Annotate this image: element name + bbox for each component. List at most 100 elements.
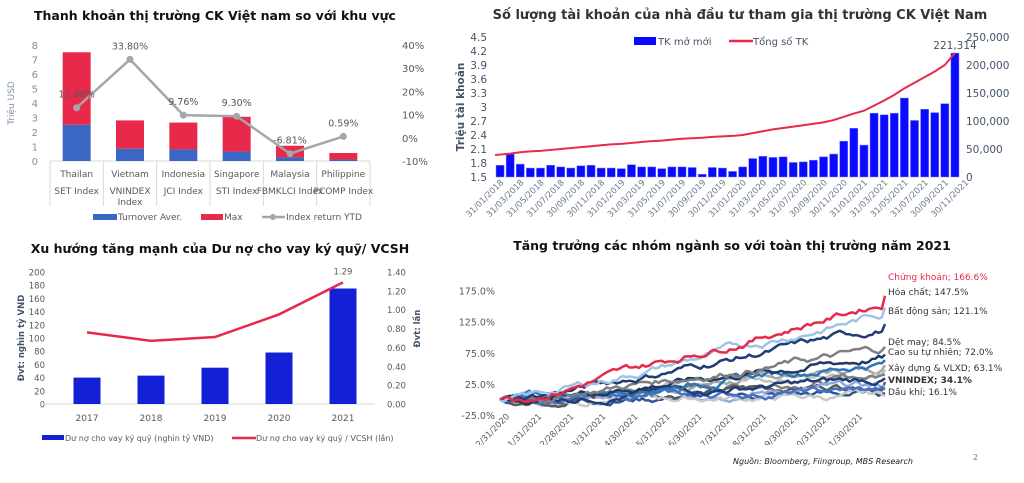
bar-new-accounts: [920, 108, 929, 178]
bar-new-accounts: [515, 163, 525, 178]
x-tick-label: 2020: [268, 414, 291, 424]
bar-new-accounts: [667, 166, 677, 178]
x-tick-country: Malaysia: [270, 170, 309, 180]
bar-max: [169, 122, 198, 150]
x-tick-index: STI Index: [216, 187, 258, 197]
bar-new-accounts: [697, 173, 707, 178]
y-tick-label: 3: [32, 114, 38, 125]
page-number: 2: [973, 453, 979, 462]
index-return-point: [286, 150, 294, 158]
bar-new-accounts: [586, 164, 596, 178]
sectors-chart-panel: Tăng trưởng các nhóm ngành so với toàn t…: [440, 230, 1024, 445]
bar-margin-loans: [137, 375, 165, 404]
legend-label-total-accounts: Tổng số TK: [752, 35, 809, 48]
y-tick-label: 4: [32, 99, 38, 110]
legend-swatch-index-return-dot: [270, 214, 276, 220]
bar-new-accounts: [536, 167, 545, 178]
x-tick-index: JCI Index: [163, 187, 204, 197]
index-return-label: 9.76%: [168, 97, 198, 108]
bar-new-accounts: [889, 112, 899, 178]
y-tick-label: 2.1: [470, 144, 487, 156]
y2-tick-label: 30%: [402, 64, 424, 75]
y-tick-label: 180: [29, 282, 45, 292]
x-tick-country: Indonesia: [162, 170, 206, 180]
bar-new-accounts: [809, 159, 818, 178]
bar-margin-loans: [201, 367, 229, 404]
index-return-point: [233, 112, 241, 120]
index-return-line: [75, 57, 344, 155]
bar-new-accounts: [647, 166, 656, 178]
x-tick-label: 6/30/2021: [667, 412, 705, 445]
bar-new-accounts: [546, 164, 555, 178]
bar-new-accounts: [819, 156, 828, 178]
x-tick-label: 2018: [140, 414, 163, 424]
y2-tick-label: 150,000: [966, 88, 1009, 100]
bar-turnover-aver: [276, 157, 304, 161]
bar-new-accounts: [617, 168, 626, 178]
sectors-chart: -25.0%25.0%75.0%125.0%175.0%12/31/20201/…: [459, 273, 1003, 445]
y-tick-label: 175.0%: [459, 287, 495, 298]
legend-label-margin-loans: Dư nợ cho vay ký quỹ (nghìn tỷ VND): [65, 434, 213, 443]
bar-new-accounts: [788, 162, 798, 178]
legend-label-new-accounts: TK mở mới: [657, 36, 712, 48]
bar-new-accounts: [637, 166, 646, 178]
y2-tick-label: 0.20: [387, 382, 406, 392]
bar-new-accounts: [879, 114, 889, 178]
liquidity-chart-panel: Thanh khoản thị trường CK Việt nam so vớ…: [0, 0, 430, 230]
y2-tick-label: 20%: [402, 87, 424, 98]
bar-new-accounts: [859, 144, 869, 178]
x-tick-label: 9/30/2021: [763, 412, 801, 445]
sector-end-label: Bất động sản; 121.1%: [888, 306, 988, 317]
y-tick-label: 80: [34, 348, 45, 358]
bar-max: [62, 52, 91, 125]
bar-max: [329, 153, 358, 160]
y2-tick-label: 200,000: [966, 60, 1009, 72]
y-tick-label: 20: [34, 387, 45, 397]
bar-new-accounts: [900, 97, 909, 178]
sectors-chart-title: Tăng trưởng các nhóm ngành so với toàn t…: [513, 238, 951, 253]
bar-new-accounts: [708, 167, 717, 178]
bar-turnover-aver: [116, 148, 144, 161]
sector-end-label: Hóa chất; 147.5%: [888, 287, 969, 298]
y2-tick-label: 1.00: [387, 306, 406, 316]
index-return-label: 12.96%: [59, 90, 95, 101]
y-axis-label: Triệu tài khoản: [455, 63, 467, 152]
bar-new-accounts: [778, 156, 788, 178]
margin-chart-panel: Xu hướng tăng mạnh của Dư nợ cho vay ký …: [0, 230, 440, 450]
y2-tick-label: 0%: [402, 134, 418, 145]
bar-margin-loans: [329, 288, 357, 404]
legend-label-margin-ratio: Dư nợ cho vay ký quỹ / VCSH (lần): [256, 433, 394, 443]
bar-new-accounts: [576, 165, 586, 178]
y2-tick-label: 0.40: [387, 363, 406, 373]
legend-swatch-new-accounts: [634, 37, 656, 45]
bar-turnover-aver: [62, 124, 91, 161]
x-tick-label: 2019: [204, 414, 227, 424]
bar-new-accounts: [829, 153, 838, 178]
x-tick-label: 2021: [332, 414, 355, 424]
legend-swatch-margin-loans: [42, 435, 64, 440]
y2-tick-label: 50,000: [966, 144, 1003, 156]
bar-new-accounts: [748, 158, 758, 178]
sector-end-label: VNINDEX; 34.1%: [888, 376, 972, 386]
y2-tick-label: 40%: [402, 41, 424, 52]
bar-new-accounts: [758, 156, 768, 178]
bar-new-accounts: [657, 168, 667, 178]
bar-new-accounts: [728, 171, 737, 178]
sector-end-label: Chứng khoán; 166.6%: [888, 273, 988, 283]
y-tick-label: 2.7: [470, 116, 487, 128]
y2-tick-label: 10%: [402, 111, 424, 122]
sector-end-label: Dầu khí; 16.1%: [888, 387, 957, 398]
y-tick-label: -25.0%: [461, 411, 495, 422]
y-tick-label: 100: [29, 335, 45, 345]
bar-new-accounts: [556, 166, 566, 178]
x-tick-country: Singapore: [214, 170, 260, 180]
y-axis-label: Đvt: nghìn tỷ VND: [16, 295, 27, 382]
x-tick-index: SET Index: [54, 187, 99, 197]
y-tick-label: 200: [29, 269, 45, 279]
y-tick-label: 40: [34, 374, 45, 384]
accounts-chart-title: Số lượng tài khoản của nhà đầu tư tham g…: [492, 8, 988, 23]
y-tick-label: 1.8: [470, 158, 487, 170]
bar-max: [116, 120, 144, 149]
bar-annotation: 221,314: [933, 40, 977, 52]
bar-turnover-aver: [222, 151, 251, 161]
